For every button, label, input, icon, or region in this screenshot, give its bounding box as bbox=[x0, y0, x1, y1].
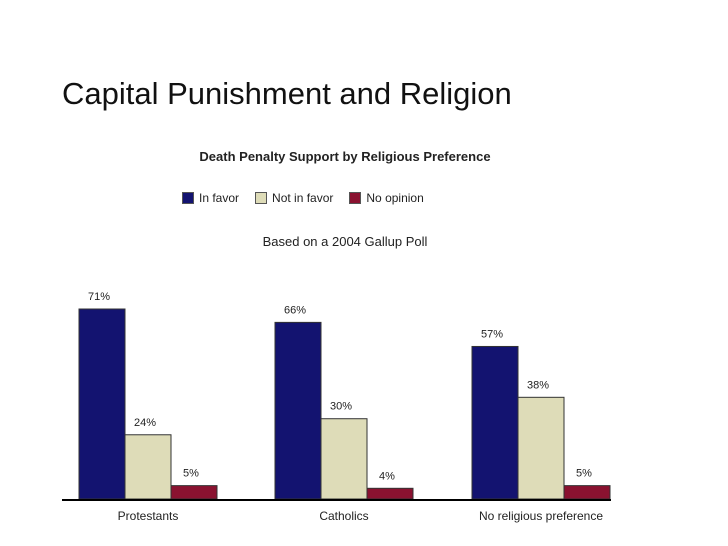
data-label-catholics-in-favor: 66% bbox=[284, 304, 306, 316]
bar-protestants-no-opinion bbox=[170, 485, 218, 500]
bar-catholics-not-in-favor bbox=[320, 418, 368, 500]
bar-catholics-no-opinion bbox=[366, 487, 414, 500]
category-label-no-religious-preference: No religious preference bbox=[479, 509, 603, 523]
legend-item-not-in-favor: Not in favor bbox=[255, 191, 333, 205]
legend-swatch-no-opinion bbox=[349, 192, 362, 204]
slide-title: Capital Punishment and Religion bbox=[62, 76, 512, 111]
data-label-protestants-not-in-favor: 24% bbox=[134, 417, 156, 429]
category-label-catholics: Catholics bbox=[319, 509, 368, 523]
legend-swatch-in-favor bbox=[182, 192, 194, 204]
category-label-protestants: Protestants bbox=[118, 509, 179, 523]
bar-catholics-in-favor bbox=[274, 321, 322, 500]
bar-protestants-in-favor bbox=[78, 308, 126, 500]
legend-item-no-opinion: No opinion bbox=[349, 191, 424, 205]
bar-no-religious-preference-not-in-favor bbox=[517, 396, 565, 500]
legend-label-no-opinion: No opinion bbox=[366, 191, 424, 205]
legend-label-not-in-favor: Not in favor bbox=[272, 191, 334, 205]
legend-label-in-favor: In favor bbox=[199, 191, 240, 205]
chart-legend: In favor Not in favor No opinion bbox=[182, 191, 440, 205]
bar-no-religious-preference-no-opinion bbox=[563, 485, 611, 500]
chart-title: Death Penalty Support by Religious Prefe… bbox=[199, 149, 491, 164]
bar-protestants-not-in-favor bbox=[124, 434, 172, 500]
bar-no-religious-preference-in-favor bbox=[471, 345, 519, 500]
data-label-no-religious-preference-not-in-favor: 38% bbox=[527, 379, 549, 391]
legend-swatch-not-in-favor bbox=[255, 192, 268, 204]
chart-subtitle: Based on a 2004 Gallup Poll bbox=[262, 234, 428, 249]
legend-item-in-favor: In favor bbox=[182, 191, 239, 205]
data-label-catholics-no-opinion: 4% bbox=[379, 470, 395, 482]
data-label-protestants-in-favor: 71% bbox=[88, 291, 110, 303]
data-label-catholics-not-in-favor: 30% bbox=[330, 401, 352, 413]
data-label-protestants-no-opinion: 5% bbox=[183, 468, 199, 480]
data-label-no-religious-preference-no-opinion: 5% bbox=[576, 468, 592, 480]
data-label-no-religious-preference-in-favor: 57% bbox=[481, 328, 503, 340]
